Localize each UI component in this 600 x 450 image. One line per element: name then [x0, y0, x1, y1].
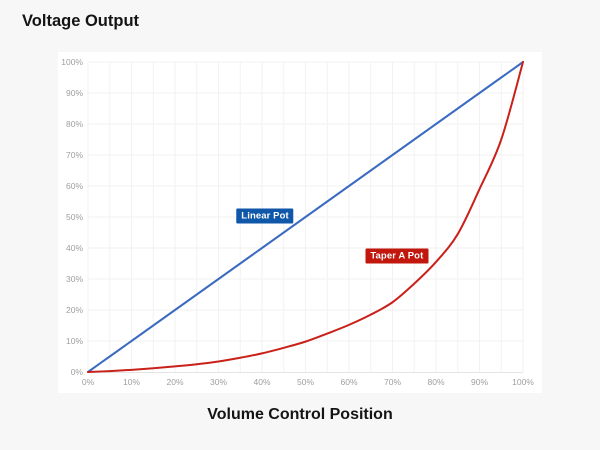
series-label-taper-a-pot: Taper A Pot	[365, 248, 429, 264]
x-tick-label: 20%	[166, 377, 183, 387]
series-label-linear-pot: Linear Pot	[236, 208, 294, 224]
y-tick-label: 10%	[66, 336, 83, 346]
y-tick-label: 20%	[66, 305, 83, 315]
chart-title: Voltage Output	[22, 12, 140, 30]
y-tick-label: 0%	[71, 367, 84, 377]
chart-card: 0% 10% 20% 30% 40% 50% 60% 70% 80% 90% 100% 0% 10% 20…	[58, 52, 542, 393]
y-tick-label: 40%	[66, 243, 83, 253]
x-tick-label: 50%	[297, 377, 314, 387]
x-tick-label: 100%	[512, 377, 534, 387]
series-line-linear-pot	[87, 61, 524, 373]
x-tick-label: 40%	[253, 377, 270, 387]
y-tick-label: 30%	[66, 274, 83, 284]
y-tick-label: 50%	[66, 212, 83, 222]
y-tick-label: 70%	[66, 150, 83, 160]
x-tick-label: 80%	[427, 377, 444, 387]
y-tick-label: 90%	[66, 88, 83, 98]
x-tick-label: 70%	[384, 377, 401, 387]
x-tick-label: 30%	[210, 377, 227, 387]
x-tick-label: 0%	[82, 377, 95, 387]
series-line-taper-a-pot	[87, 61, 524, 373]
y-tick-label: 60%	[66, 181, 83, 191]
x-tick-label: 90%	[471, 377, 488, 387]
x-tick-label: 60%	[340, 377, 357, 387]
chart-plot-area: 0% 10% 20% 30% 40% 50% 60% 70% 80% 90% 100% 0% 10% 20…	[61, 57, 534, 387]
x-tick-label: 10%	[123, 377, 140, 387]
y-tick-label: 80%	[66, 119, 83, 129]
x-axis-title: Volume Control Position	[207, 406, 393, 423]
y-tick-label: 100%	[61, 57, 83, 67]
